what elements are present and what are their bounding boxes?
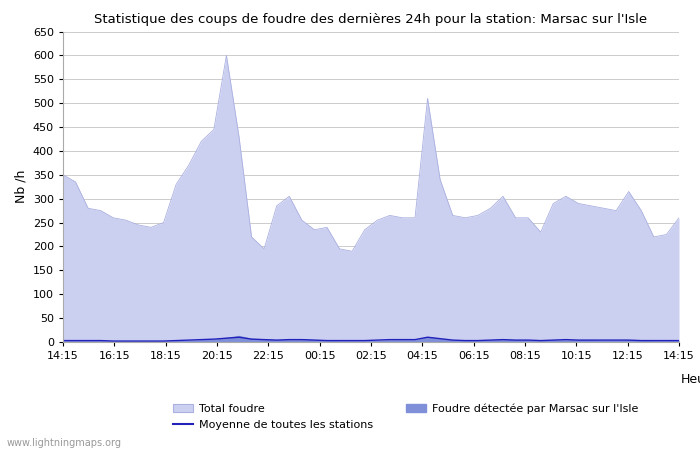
Text: Heure: Heure xyxy=(680,373,700,386)
Text: www.lightningmaps.org: www.lightningmaps.org xyxy=(7,438,122,448)
Y-axis label: Nb /h: Nb /h xyxy=(14,170,27,203)
Title: Statistique des coups de foudre des dernières 24h pour la station: Marsac sur l': Statistique des coups de foudre des dern… xyxy=(94,13,648,26)
Legend: Total foudre, Moyenne de toutes les stations, Foudre détectée par Marsac sur l'I: Total foudre, Moyenne de toutes les stat… xyxy=(174,404,638,430)
